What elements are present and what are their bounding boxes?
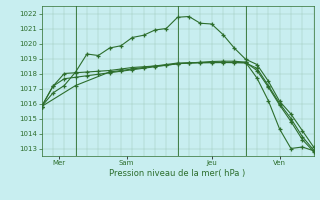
X-axis label: Pression niveau de la mer( hPa ): Pression niveau de la mer( hPa ) [109, 169, 246, 178]
